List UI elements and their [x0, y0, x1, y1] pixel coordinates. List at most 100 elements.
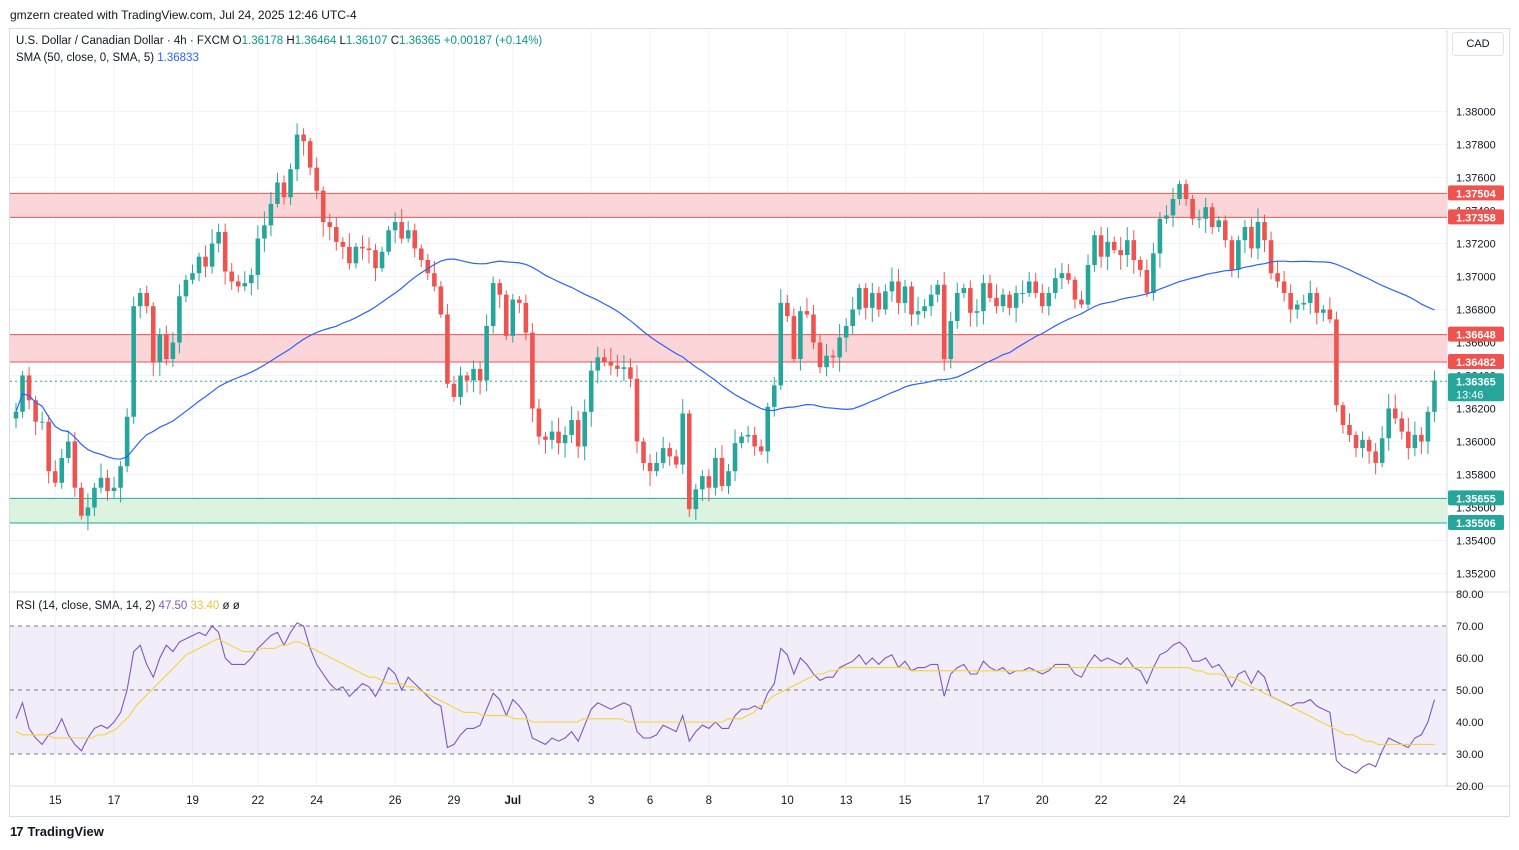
candle-body[interactable]	[1406, 431, 1411, 449]
candle-body[interactable]	[543, 436, 548, 440]
candle-body[interactable]	[706, 476, 712, 488]
candle-body[interactable]	[896, 281, 901, 303]
candle-body[interactable]	[1432, 380, 1437, 412]
candle-body[interactable]	[1216, 220, 1222, 227]
candle-body[interactable]	[765, 406, 771, 452]
candle-body[interactable]	[242, 283, 248, 287]
candle-body[interactable]	[719, 458, 725, 487]
candle-body[interactable]	[1111, 241, 1117, 251]
candle-body[interactable]	[1209, 207, 1215, 227]
candle-body[interactable]	[1321, 309, 1326, 313]
candle-body[interactable]	[392, 222, 398, 231]
candle-body[interactable]	[320, 190, 326, 223]
candle-body[interactable]	[935, 284, 940, 295]
candle-body[interactable]	[1046, 293, 1052, 307]
candle-body[interactable]	[883, 291, 888, 310]
candle-body[interactable]	[1190, 198, 1195, 219]
candle-body[interactable]	[327, 222, 333, 227]
candle-body[interactable]	[575, 420, 581, 447]
candle-body[interactable]	[1000, 294, 1006, 307]
candle-body[interactable]	[1255, 222, 1261, 249]
candle-body[interactable]	[588, 370, 594, 412]
candle-body[interactable]	[503, 294, 509, 336]
candle-body[interactable]	[1066, 273, 1071, 280]
candle-body[interactable]	[1392, 408, 1398, 419]
candle-body[interactable]	[595, 357, 601, 371]
candle-body[interactable]	[98, 477, 104, 488]
candle-body[interactable]	[915, 311, 921, 315]
candle-body[interactable]	[1105, 241, 1110, 257]
candle-body[interactable]	[1412, 434, 1418, 449]
candle-body[interactable]	[1373, 451, 1378, 463]
candle-body[interactable]	[902, 286, 908, 303]
candle-body[interactable]	[222, 231, 228, 272]
candle-body[interactable]	[438, 286, 444, 315]
candle-body[interactable]	[987, 283, 993, 298]
candle-body[interactable]	[183, 279, 189, 297]
candle-body[interactable]	[497, 283, 503, 295]
candle-body[interactable]	[1059, 273, 1065, 279]
candle-body[interactable]	[386, 230, 391, 252]
candle-body[interactable]	[837, 337, 842, 358]
candle-body[interactable]	[817, 342, 823, 368]
candle-body[interactable]	[1301, 302, 1307, 305]
candle-body[interactable]	[1386, 408, 1391, 439]
candle-body[interactable]	[72, 441, 78, 488]
candle-body[interactable]	[118, 466, 123, 488]
candle-body[interactable]	[1281, 281, 1287, 293]
candle-body[interactable]	[1294, 304, 1300, 310]
candle-body[interactable]	[1419, 434, 1424, 442]
candle-body[interactable]	[1236, 240, 1241, 270]
candle-body[interactable]	[46, 421, 51, 472]
candle-body[interactable]	[811, 314, 816, 343]
candle-body[interactable]	[628, 367, 633, 379]
candle-body[interactable]	[510, 299, 516, 336]
candle-body[interactable]	[909, 286, 914, 315]
candle-body[interactable]	[889, 281, 895, 292]
candle-body[interactable]	[856, 288, 862, 310]
candle-body[interactable]	[1262, 222, 1267, 241]
candle-body[interactable]	[700, 476, 705, 490]
candle-body[interactable]	[843, 326, 849, 338]
candle-body[interactable]	[1203, 207, 1208, 219]
candle-body[interactable]	[523, 302, 529, 333]
candle-body[interactable]	[654, 462, 659, 472]
candle-body[interactable]	[1379, 438, 1385, 463]
candle-body[interactable]	[490, 283, 496, 326]
candle-body[interactable]	[961, 288, 967, 293]
candle-body[interactable]	[1314, 293, 1320, 313]
candle-body[interactable]	[745, 434, 751, 437]
currency-button[interactable]: CAD	[1452, 32, 1504, 56]
candle-body[interactable]	[124, 416, 130, 467]
candle-body[interactable]	[1425, 411, 1431, 442]
candle-body[interactable]	[33, 400, 38, 422]
candle-body[interactable]	[157, 334, 163, 363]
candle-body[interactable]	[79, 487, 84, 516]
candle-body[interactable]	[778, 302, 784, 386]
candle-body[interactable]	[530, 332, 535, 409]
candle-body[interactable]	[1072, 279, 1078, 300]
candle-body[interactable]	[1007, 294, 1012, 308]
candle-body[interactable]	[804, 311, 810, 315]
candle-body[interactable]	[1079, 299, 1084, 305]
candle-body[interactable]	[863, 288, 869, 308]
candle-body[interactable]	[301, 134, 306, 142]
candle-body[interactable]	[216, 231, 221, 244]
candle-body[interactable]	[941, 284, 947, 359]
candle-body[interactable]	[667, 448, 672, 457]
candle-body[interactable]	[647, 462, 653, 472]
candle-body[interactable]	[732, 443, 738, 472]
tradingview-logo[interactable]: 17 TradingView	[10, 824, 104, 839]
candle-body[interactable]	[209, 243, 215, 267]
candle-body[interactable]	[758, 446, 764, 452]
candle-body[interactable]	[418, 248, 424, 260]
candle-body[interactable]	[1033, 281, 1039, 293]
candle-body[interactable]	[26, 375, 32, 401]
candle-body[interactable]	[693, 489, 699, 510]
candle-body[interactable]	[752, 434, 757, 447]
candle-body[interactable]	[1249, 227, 1254, 249]
candle-body[interactable]	[150, 306, 156, 363]
candle-body[interactable]	[477, 368, 483, 381]
candle-body[interactable]	[379, 251, 385, 269]
candle-body[interactable]	[229, 271, 234, 282]
